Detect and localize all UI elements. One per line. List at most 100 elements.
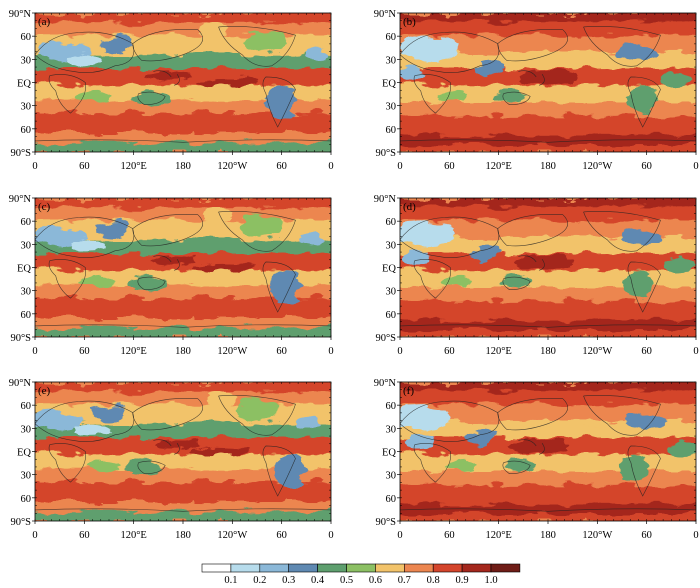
lon-tick-label: 0 — [32, 161, 37, 172]
lat-tick-label: 60 — [21, 125, 32, 136]
lat-tick-label: 30 — [21, 424, 32, 435]
lon-tick-label: 60 — [641, 161, 652, 172]
colorbar-swatch — [490, 563, 521, 573]
lon-tick-label: 180 — [175, 346, 191, 357]
colorbar-tick-label: 0.6 — [369, 575, 382, 583]
lat-tick-label: 30 — [386, 102, 397, 113]
colorbar: 0.1 0.2 0.3 0.4 0.5 0.6 0.7 0.8 0.9 1.0 — [201, 563, 521, 586]
lon-tick-label: 0 — [397, 530, 402, 541]
lat-tick-label: 30 — [21, 102, 32, 113]
lat-tick-label: 30 — [386, 287, 397, 298]
lon-tick-label: 120°W — [582, 161, 612, 172]
lon-tick-label: 0 — [32, 530, 37, 541]
lat-tick-label: 60 — [386, 401, 397, 412]
lon-tick-label: 0 — [328, 530, 333, 541]
lon-tick-label: 60 — [276, 346, 287, 357]
lat-tick-label: 30 — [386, 240, 397, 251]
lon-tick-label: 60 — [79, 530, 90, 541]
lon-tick-label: 120°W — [582, 346, 612, 357]
lon-tick-label: 0 — [693, 346, 698, 357]
lon-tick-label: 0 — [397, 346, 402, 357]
panel-label: (b) — [403, 16, 416, 28]
lat-tick-label: EQ — [382, 448, 396, 459]
panel-label: (c) — [38, 201, 51, 213]
lat-tick-label: 90°S — [375, 517, 396, 528]
lat-tick-label: 30 — [21, 287, 32, 298]
lat-tick-label: 90°S — [10, 517, 31, 528]
lon-tick-label: 60 — [276, 161, 287, 172]
panel-label: (e) — [38, 385, 51, 397]
lat-tick-label: 90°S — [10, 148, 31, 159]
colorbar-swatch — [288, 563, 318, 573]
lat-tick-label: 90°N — [9, 194, 32, 205]
lat-tick-label: 90°S — [10, 333, 31, 344]
colorbar-tick-label: 0.1 — [224, 575, 237, 583]
contour-field — [400, 198, 696, 337]
lat-tick-label: 30 — [21, 471, 32, 482]
lat-tick-label: 60 — [21, 310, 32, 321]
lon-tick-label: 0 — [693, 161, 698, 172]
colorbar-swatch — [201, 563, 232, 573]
lon-tick-label: 120°W — [582, 530, 612, 541]
lat-tick-label: 60 — [386, 494, 397, 505]
lat-tick-label: EQ — [382, 79, 396, 90]
lat-tick-label: 60 — [21, 494, 32, 505]
lat-tick-label: 90°S — [375, 148, 396, 159]
lat-tick-label: 60 — [386, 310, 397, 321]
colorbar-swatch — [375, 563, 405, 573]
lon-tick-label: 60 — [79, 346, 90, 357]
contour-field — [400, 13, 696, 152]
lon-tick-label: 60 — [641, 530, 652, 541]
lon-tick-label: 60 — [444, 530, 455, 541]
lon-tick-label: 120°W — [217, 346, 247, 357]
lon-tick-label: 120°W — [217, 161, 247, 172]
lat-tick-label: 60 — [386, 125, 397, 136]
lon-tick-label: 180 — [540, 161, 556, 172]
colorbar-tick-label: 0.8 — [427, 575, 440, 583]
colorbar-tick-label: 1.0 — [484, 575, 497, 583]
contour-field — [35, 13, 331, 152]
colorbar-tick-label: 0.2 — [253, 575, 266, 583]
lat-tick-label: 30 — [21, 55, 32, 66]
lon-tick-label: 120°W — [217, 530, 247, 541]
lat-tick-label: 60 — [386, 217, 397, 228]
lon-tick-label: 180 — [175, 161, 191, 172]
colorbar-swatch — [346, 563, 376, 573]
lon-tick-label: 180 — [540, 346, 556, 357]
lat-tick-label: 90°S — [375, 333, 396, 344]
lat-tick-label: 60 — [386, 32, 397, 43]
lat-tick-label: 30 — [386, 55, 397, 66]
panel-label: (d) — [403, 201, 416, 213]
lon-tick-label: 120°E — [120, 161, 146, 172]
lon-tick-label: 0 — [397, 161, 402, 172]
lat-tick-label: 90°N — [374, 378, 397, 389]
lon-tick-label: 120°E — [485, 161, 511, 172]
colorbar-tick-label: 0.4 — [311, 575, 325, 583]
lat-tick-label: 60 — [21, 401, 32, 412]
lat-tick-label: 90°N — [374, 194, 397, 205]
lat-tick-label: EQ — [17, 448, 31, 459]
lon-tick-label: 180 — [540, 530, 556, 541]
colorbar-tick-label: 0.9 — [456, 575, 469, 583]
lat-tick-label: 90°N — [9, 378, 32, 389]
lat-tick-label: 90°N — [9, 9, 32, 20]
panel-label: (a) — [38, 16, 51, 28]
panel-label: (f) — [403, 385, 414, 397]
colorbar-tick-label: 0.3 — [282, 575, 295, 583]
lon-tick-label: 60 — [444, 346, 455, 357]
lon-tick-label: 120°E — [120, 346, 146, 357]
lon-tick-label: 0 — [328, 346, 333, 357]
colorbar-swatch — [317, 563, 347, 573]
lon-tick-label: 0 — [32, 346, 37, 357]
lon-tick-label: 120°E — [485, 346, 511, 357]
contour-field — [35, 382, 331, 521]
contour-field — [400, 382, 696, 521]
lat-tick-label: 90°N — [374, 9, 397, 20]
lon-tick-label: 60 — [641, 346, 652, 357]
lat-tick-label: 60 — [21, 32, 32, 43]
lon-tick-label: 0 — [328, 161, 333, 172]
